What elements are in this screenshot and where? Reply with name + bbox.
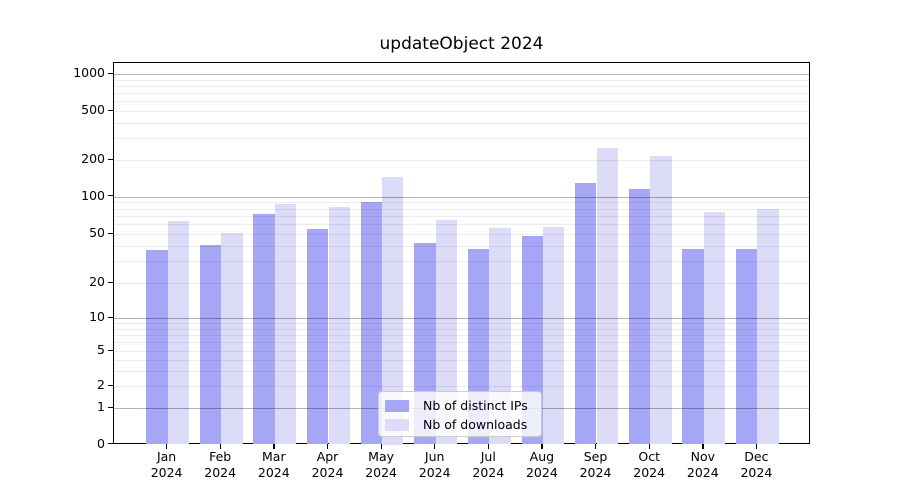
legend-label-downloads: Nb of downloads	[423, 417, 528, 432]
bar-downloads-sep	[596, 148, 618, 445]
x-tick-label-jun: Jun 2024	[418, 449, 451, 480]
gridline-minor-300	[114, 138, 809, 140]
gridline-minor-700	[114, 93, 809, 94]
gridline-minor-500	[114, 111, 809, 112]
x-tick-label-feb: Feb 2024	[204, 449, 237, 480]
y-tick-mark	[108, 281, 113, 283]
bar-downloads-feb	[221, 232, 243, 445]
y-tick-mark	[108, 406, 113, 408]
y-tick-label-1: 1	[97, 399, 105, 414]
plot-area	[113, 62, 810, 445]
y-tick-label-100: 100	[81, 187, 105, 203]
y-tick-mark	[108, 72, 113, 74]
bar-downloads-jul	[489, 227, 511, 445]
y-tick-mark	[108, 109, 113, 111]
x-tick-label-dec: Dec 2024	[740, 449, 773, 480]
bar-downloads-oct	[650, 156, 672, 445]
bar-distinct-ips-oct	[628, 189, 651, 445]
x-tick-label-jul: Jul 2024	[472, 449, 505, 480]
y-tick-mark	[108, 232, 113, 234]
bar-downloads-aug	[542, 226, 565, 445]
x-tick-label-sep: Sep 2024	[579, 449, 612, 480]
y-tick-label-20: 20	[89, 274, 105, 289]
gridline-minor-800	[114, 85, 809, 87]
x-tick-mark	[487, 444, 490, 449]
x-tick-mark	[434, 444, 436, 449]
y-tick-label-5: 5	[97, 342, 105, 357]
gridline-major-1000	[114, 74, 809, 75]
x-tick-mark	[702, 444, 704, 449]
bar-distinct-ips-jan	[146, 250, 168, 445]
bar-downloads-dec	[757, 208, 779, 445]
bar-downloads-may	[382, 177, 404, 445]
y-tick-mark	[108, 316, 113, 318]
legend-row-distinct-ips: Nb of distinct IPs	[385, 396, 541, 415]
x-tick-mark	[219, 444, 221, 449]
y-tick-mark	[108, 349, 113, 351]
x-tick-label-may: May 2024	[365, 449, 397, 480]
y-tick-label-10: 10	[89, 309, 105, 324]
bar-distinct-ips-sep	[575, 182, 597, 445]
y-tick-mark	[108, 384, 113, 386]
bar-downloads-nov	[703, 212, 726, 445]
y-tick-label-200: 200	[81, 151, 105, 166]
gridline-minor-900	[114, 79, 809, 81]
x-tick-mark	[648, 444, 650, 449]
y-tick-label-2: 2	[97, 377, 105, 392]
legend-swatch-downloads	[385, 418, 409, 431]
y-tick-mark	[108, 158, 113, 160]
legend: Nb of distinct IPs Nb of downloads	[378, 391, 542, 437]
x-tick-mark	[273, 444, 275, 449]
x-tick-mark	[380, 444, 382, 449]
y-tick-mark	[108, 443, 113, 445]
y-tick-label-50: 50	[89, 225, 105, 240]
bar-distinct-ips-mar	[253, 213, 275, 445]
bar-distinct-ips-nov	[682, 248, 704, 445]
gridline-minor-400	[114, 122, 809, 124]
gridline-minor-600	[114, 101, 809, 103]
x-tick-label-jan: Jan 2024	[150, 449, 183, 480]
bar-distinct-ips-may	[360, 201, 382, 445]
bar-distinct-ips-apr	[307, 228, 329, 445]
bar-downloads-apr	[328, 206, 350, 445]
bar-downloads-jan	[167, 220, 189, 445]
x-tick-mark	[541, 444, 543, 449]
chart-title: updateObject 2024	[379, 34, 544, 54]
legend-row-downloads: Nb of downloads	[385, 415, 541, 434]
y-tick-mark	[108, 195, 113, 197]
x-tick-label-aug: Aug 2024	[525, 449, 558, 480]
x-tick-label-nov: Nov 2024	[686, 449, 719, 480]
gridline-minor-80	[114, 208, 809, 210]
gridline-minor-90	[114, 202, 809, 204]
x-tick-label-oct: Oct 2024	[633, 449, 666, 480]
bar-distinct-ips-dec	[735, 248, 758, 445]
x-tick-label-apr: Apr 2024	[311, 449, 344, 480]
y-tick-label-500: 500	[81, 102, 105, 117]
x-tick-label-mar: Mar 2024	[257, 449, 290, 480]
x-tick-mark	[595, 444, 597, 449]
legend-label-distinct-ips: Nb of distinct IPs	[423, 398, 528, 413]
y-tick-label-1000: 1000	[73, 65, 105, 80]
gridline-minor-200	[114, 160, 809, 161]
bar-distinct-ips-feb	[199, 244, 222, 445]
gridline-major-100	[114, 196, 809, 198]
x-tick-mark	[327, 444, 329, 449]
bar-downloads-jun	[435, 219, 458, 445]
x-tick-mark	[755, 444, 758, 449]
x-tick-mark	[166, 444, 168, 449]
y-tick-label-0: 0	[97, 435, 105, 451]
bar-downloads-mar	[274, 203, 297, 445]
legend-swatch-distinct-ips	[385, 399, 409, 412]
